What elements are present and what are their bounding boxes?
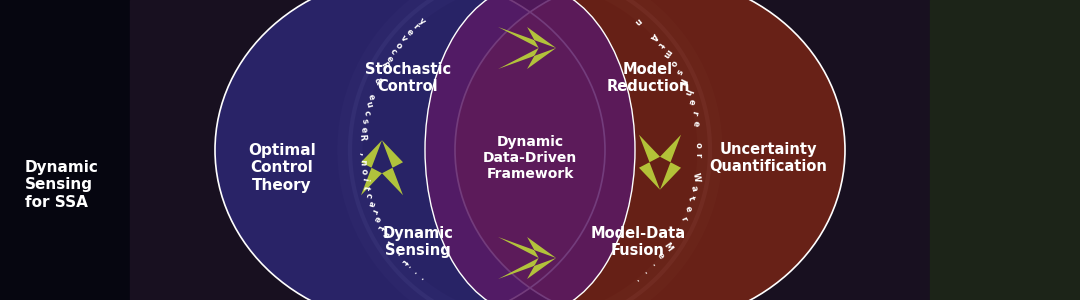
Polygon shape — [498, 258, 556, 279]
Polygon shape — [660, 135, 681, 190]
Text: p: p — [678, 77, 689, 86]
Text: R: R — [357, 134, 367, 141]
Text: e: e — [691, 119, 701, 127]
Text: Dynamic
Sensing: Dynamic Sensing — [382, 226, 454, 258]
Polygon shape — [361, 140, 382, 195]
Text: n: n — [379, 229, 390, 239]
Text: o: o — [393, 40, 404, 50]
Text: o: o — [667, 58, 678, 67]
Text: Optimal
Control
Theory: Optimal Control Theory — [248, 143, 315, 193]
Text: W: W — [690, 172, 701, 182]
Text: a: a — [366, 200, 376, 208]
Text: ,: , — [674, 225, 684, 232]
Text: u: u — [363, 100, 374, 109]
Text: Model
Reduction: Model Reduction — [606, 62, 690, 94]
Text: t: t — [686, 195, 696, 201]
Text: t: t — [656, 40, 665, 49]
Text: n: n — [633, 16, 644, 27]
Text: e: e — [365, 92, 376, 101]
Polygon shape — [382, 140, 403, 195]
Text: y: y — [417, 16, 427, 26]
Text: c: c — [363, 192, 374, 199]
Text: r: r — [678, 215, 688, 222]
Text: e: e — [686, 98, 697, 106]
Text: c: c — [389, 47, 399, 57]
Text: s: s — [674, 68, 684, 76]
Text: m: m — [661, 47, 674, 59]
Text: R: R — [379, 61, 390, 71]
Text: t: t — [400, 256, 408, 266]
Text: e: e — [359, 126, 368, 133]
Ellipse shape — [455, 0, 845, 300]
Text: A: A — [648, 31, 659, 42]
Text: .: . — [634, 274, 643, 283]
Text: t: t — [362, 184, 372, 190]
Text: .: . — [649, 260, 658, 268]
Text: e: e — [405, 28, 415, 38]
Polygon shape — [498, 27, 556, 48]
Text: c: c — [362, 109, 372, 116]
Text: s: s — [360, 118, 369, 124]
Polygon shape — [639, 135, 660, 190]
Text: I: I — [384, 237, 393, 245]
Text: Dynamic
Sensing
for SSA: Dynamic Sensing for SSA — [25, 160, 99, 210]
Bar — [930, 0, 1080, 300]
Text: Stochastic
Control: Stochastic Control — [365, 62, 451, 94]
Text: i: i — [360, 177, 369, 182]
Text: r: r — [689, 109, 699, 116]
Text: e: e — [656, 250, 666, 260]
Text: a: a — [689, 184, 699, 191]
Text: r: r — [368, 208, 379, 215]
Text: Dynamic
Data-Driven
Framework: Dynamic Data-Driven Framework — [483, 135, 577, 181]
Text: .: . — [642, 267, 650, 276]
Bar — [130, 0, 930, 300]
Bar — [0, 0, 130, 300]
Ellipse shape — [350, 0, 710, 300]
Text: o: o — [693, 142, 702, 148]
Ellipse shape — [426, 0, 635, 300]
Text: M: M — [661, 241, 673, 253]
Ellipse shape — [215, 0, 605, 300]
Text: e: e — [683, 204, 692, 213]
Text: .: . — [418, 274, 427, 283]
Text: r: r — [693, 153, 702, 158]
Polygon shape — [498, 48, 556, 69]
Polygon shape — [498, 237, 556, 258]
Text: r: r — [411, 22, 420, 32]
Text: Uncertainty
Quantification: Uncertainty Quantification — [710, 142, 827, 174]
Text: o: o — [359, 167, 368, 174]
Text: .: . — [411, 269, 420, 278]
Text: e: e — [372, 214, 382, 224]
Text: h: h — [683, 87, 692, 96]
Text: .: . — [405, 263, 414, 272]
Text: v: v — [399, 34, 409, 44]
Text: .: . — [394, 251, 403, 259]
Text: n: n — [357, 159, 367, 166]
Text: t: t — [376, 223, 386, 230]
Text: Model-Data
Fusion: Model-Data Fusion — [591, 226, 686, 258]
Text: &: & — [372, 76, 382, 86]
Text: ,: , — [357, 152, 366, 156]
Text: e: e — [383, 54, 394, 64]
